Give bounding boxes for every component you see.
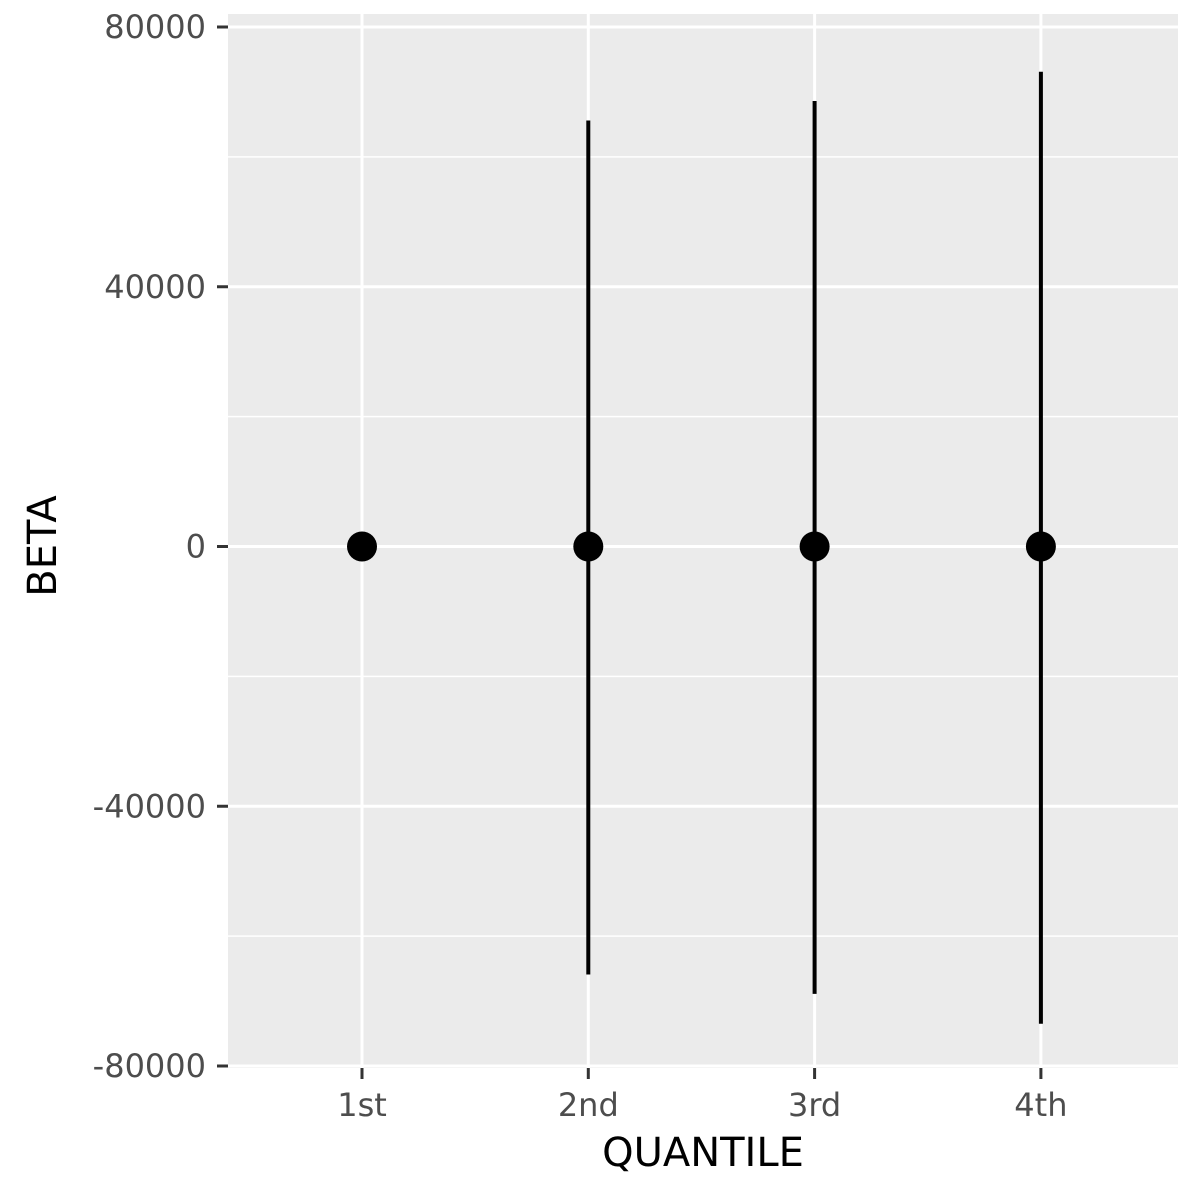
x-tick-label: 4th (1014, 1086, 1067, 1124)
data-point-3rd (799, 531, 830, 562)
data-points (347, 531, 1056, 562)
y-tick-label: -40000 (93, 787, 206, 825)
y-tick-label: -80000 (93, 1047, 206, 1085)
x-tick-label: 3rd (788, 1086, 841, 1124)
x-tick-label: 2nd (558, 1086, 619, 1124)
y-tick-label: 80000 (104, 8, 206, 46)
x-axis: 1st 2nd 3rd 4th (337, 1068, 1067, 1124)
y-axis-title: BETA (20, 495, 66, 597)
minor-gridlines (228, 156, 1178, 937)
y-tick-label: 0 (186, 528, 206, 566)
y-tick-label: 40000 (104, 268, 206, 306)
data-point-2nd (573, 531, 604, 562)
data-point-4th (1025, 531, 1056, 562)
plot-panel (228, 14, 1178, 1068)
x-axis-title: QUANTILE (602, 1130, 804, 1176)
y-axis: 80000 40000 0 -40000 -80000 (93, 8, 228, 1085)
x-tick-label: 1st (337, 1086, 387, 1124)
data-point-1st (347, 531, 377, 562)
